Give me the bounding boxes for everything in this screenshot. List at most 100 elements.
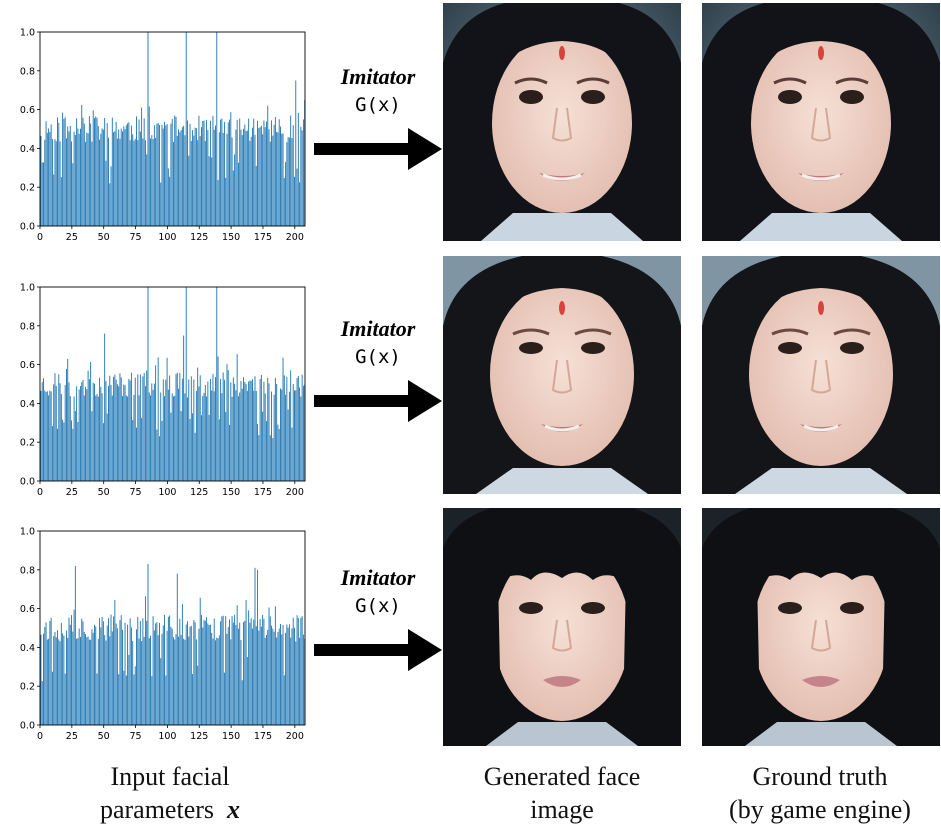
parameter-bar: [62, 633, 64, 725]
parameter-bar: [300, 126, 302, 226]
parameter-bar: [125, 395, 127, 481]
parameter-bar: [189, 418, 191, 481]
parameter-bar: [290, 370, 292, 481]
parameter-bar: [213, 129, 215, 226]
parameter-bar: [197, 140, 199, 226]
parameter-bar: [48, 638, 50, 725]
parameter-bar: [160, 658, 162, 725]
parameter-bar: [286, 142, 288, 226]
parameter-bar: [171, 118, 173, 226]
parameter-bar: [220, 378, 222, 481]
parameter-bar: [206, 119, 208, 226]
parameter-bar: [235, 390, 237, 481]
parameter-bar: [99, 139, 101, 226]
parameter-bar: [40, 390, 42, 481]
parameter-bar: [250, 618, 252, 725]
parameter-bar: [194, 127, 196, 226]
parameter-bar: [158, 124, 160, 226]
input-parameters-caption: Input facial parameters x: [40, 760, 300, 826]
parameter-bar: [115, 379, 117, 481]
parameter-bar: [268, 383, 270, 481]
parameter-bar: [243, 622, 244, 725]
parameter-bar: [101, 393, 103, 481]
x-tick-label: 150: [222, 731, 240, 742]
parameter-bar: [184, 393, 186, 481]
parameter-bar: [43, 162, 44, 226]
parameter-bar: [133, 140, 135, 226]
parameter-bar: [127, 123, 129, 226]
parameter-bar: [65, 630, 67, 725]
parameter-bar: [243, 377, 244, 481]
parameter-bar: [97, 126, 99, 226]
y-tick-label: 0.0: [20, 721, 35, 732]
parameter-bar: [271, 391, 273, 481]
parameter-bar: [122, 629, 123, 725]
parameter-bar: [246, 390, 248, 481]
parameter-bar: [51, 671, 53, 725]
parameter-bar: [285, 632, 287, 725]
y-tick-label: 0.8: [20, 565, 35, 576]
parameter-bar: [264, 127, 266, 226]
parameter-bar: [100, 386, 102, 481]
parameter-bar: [251, 379, 253, 481]
parameter-bar: [71, 615, 72, 725]
parameter-bar: [100, 627, 102, 725]
parameter-bar: [51, 426, 53, 481]
parameter-bar: [222, 132, 224, 226]
x-tick-label: 75: [130, 487, 142, 498]
parameter-bar: [122, 131, 123, 226]
parameter-bar: [254, 134, 256, 226]
parameter-bar: [295, 641, 297, 725]
parameter-bar: [48, 128, 50, 226]
imitator-label: Imitator: [340, 316, 416, 341]
x-tick-label: 75: [130, 731, 142, 742]
parameter-bar: [232, 377, 234, 481]
parameter-bar: [188, 636, 190, 725]
parameter-bar: [291, 138, 293, 226]
y-tick-label: 0.0: [20, 477, 35, 488]
generated-face-image-1: [443, 3, 681, 241]
parameter-bar: [74, 411, 76, 481]
parameter-bar: [133, 394, 135, 481]
parameter-bar: [147, 287, 149, 481]
parameter-bar: [162, 625, 164, 725]
parameter-bar: [198, 115, 200, 226]
parameter-bar: [176, 372, 178, 481]
parameter-bar: [281, 133, 283, 226]
parameter-bar: [44, 139, 46, 226]
parameter-bar: [223, 379, 225, 481]
parameter-bar: [211, 632, 213, 725]
parameter-bar: [188, 379, 190, 481]
parameter-bar: [227, 627, 229, 725]
parameter-bar: [114, 131, 116, 226]
right-arrow-icon: [314, 629, 442, 671]
parameter-bar: [106, 123, 108, 226]
parameter-bar: [176, 573, 178, 725]
parameter-bar: [278, 429, 280, 481]
parameter-bar: [208, 414, 210, 481]
parameter-bar: [88, 116, 90, 226]
parameter-bar: [136, 427, 137, 481]
y-tick-label: 0.8: [20, 321, 35, 332]
parameter-bar: [92, 632, 94, 725]
parameter-bar: [54, 373, 56, 481]
parameter-bar: [123, 670, 125, 725]
parameter-bar: [152, 616, 154, 725]
parameter-bar: [283, 375, 285, 481]
parameter-bar: [113, 616, 115, 725]
parameter-bar: [282, 357, 284, 481]
parameter-bar: [259, 127, 261, 226]
parameter-bar: [204, 620, 206, 725]
parameter-bar: [282, 625, 284, 725]
function-label: G(x): [355, 595, 401, 617]
caption-line: image: [530, 795, 594, 824]
parameter-bar: [158, 622, 160, 725]
y-tick-label: 1.0: [20, 28, 35, 39]
parameter-bar: [229, 424, 230, 481]
parameter-bar: [180, 130, 182, 226]
parameter-bar: [226, 133, 228, 226]
parameter-bar: [249, 622, 251, 725]
parameter-bar: [297, 112, 299, 226]
parameter-bar: [155, 365, 157, 481]
parameter-bar: [50, 124, 52, 226]
